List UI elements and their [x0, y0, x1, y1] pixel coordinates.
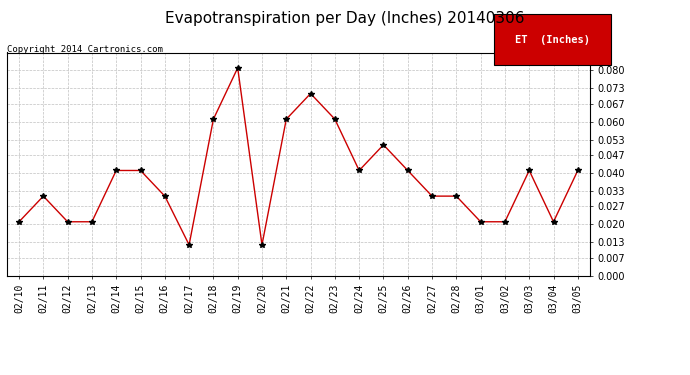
- Text: Copyright 2014 Cartronics.com: Copyright 2014 Cartronics.com: [7, 45, 163, 54]
- Text: ET  (Inches): ET (Inches): [515, 34, 590, 45]
- Text: Evapotranspiration per Day (Inches) 20140306: Evapotranspiration per Day (Inches) 2014…: [165, 11, 525, 26]
